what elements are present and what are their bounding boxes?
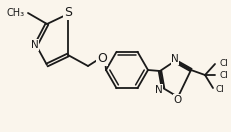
Text: O: O bbox=[97, 53, 107, 65]
Text: S: S bbox=[64, 6, 72, 20]
Text: N: N bbox=[155, 85, 163, 95]
Text: Cl: Cl bbox=[216, 86, 225, 95]
Text: Cl: Cl bbox=[219, 58, 228, 67]
Text: O: O bbox=[174, 95, 182, 105]
Text: CH₃: CH₃ bbox=[7, 8, 25, 18]
Text: Cl: Cl bbox=[219, 70, 228, 79]
Text: N: N bbox=[171, 54, 179, 64]
Text: CH₃: CH₃ bbox=[6, 8, 23, 16]
Text: N: N bbox=[31, 40, 39, 50]
